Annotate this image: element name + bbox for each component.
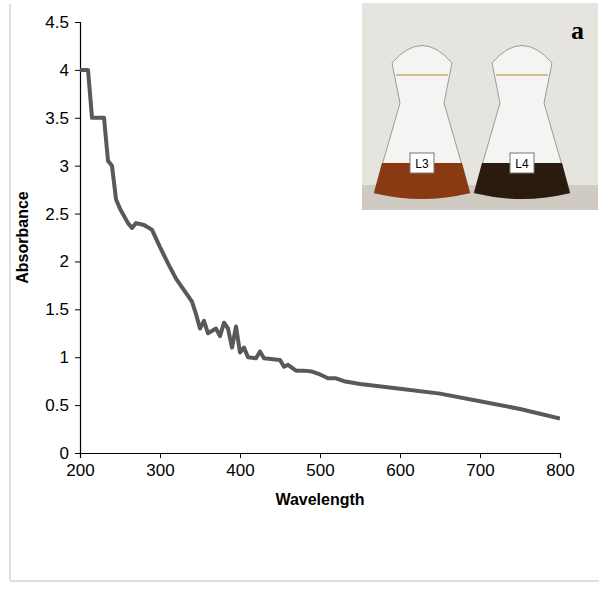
x-tick-mark xyxy=(240,453,241,458)
y-tick-mark xyxy=(75,357,80,358)
y-tick-label: 4 xyxy=(60,61,69,80)
flask: L4 xyxy=(474,46,570,200)
y-tick: 4.5 xyxy=(45,13,80,32)
flask-tag xyxy=(410,153,434,173)
x-tick-mark xyxy=(560,453,561,458)
y-tick: 1 xyxy=(60,348,80,367)
x-tick: 600 xyxy=(386,453,414,480)
y-axis-line xyxy=(75,23,81,454)
y-tick: 3 xyxy=(60,157,80,176)
y-tick-label: 3.5 xyxy=(45,109,69,128)
x-tick: 300 xyxy=(146,453,174,480)
y-tick: 1.5 xyxy=(45,300,80,319)
panel-label: a xyxy=(571,16,584,45)
x-tick: 800 xyxy=(546,453,574,480)
flask-body xyxy=(374,46,470,199)
y-tick-label: 4.5 xyxy=(45,13,69,32)
y-tick-mark xyxy=(75,453,80,454)
y-tick-label: 1.5 xyxy=(45,300,69,319)
inset-background xyxy=(362,3,598,210)
y-tick: 4 xyxy=(60,61,80,80)
x-tick-label: 300 xyxy=(146,461,174,480)
y-tick-label: 3 xyxy=(60,157,69,176)
y-tick-mark xyxy=(75,309,80,310)
flask-label: L3 xyxy=(415,157,429,171)
x-tick: 700 xyxy=(466,453,494,480)
y-tick-label: 0 xyxy=(60,444,69,463)
y-tick-mark xyxy=(75,166,80,167)
x-tick-mark xyxy=(320,453,321,458)
x-axis: 200 300 400 500 600 700 800 xyxy=(66,453,574,480)
x-tick-label: 700 xyxy=(466,461,494,480)
y-tick-mark xyxy=(75,22,80,23)
x-tick-mark xyxy=(400,453,401,458)
y-tick: 0.5 xyxy=(45,396,80,415)
x-axis-line xyxy=(81,454,561,459)
flask: L3 xyxy=(374,46,470,200)
x-tick-label: 600 xyxy=(386,461,414,480)
y-tick: 3.5 xyxy=(45,109,80,128)
chart: 200 300 400 500 600 700 800 0 0.5 1 1.5 2 2.5 3 3.5 4 4.… xyxy=(0,0,603,589)
y-tick: 2 xyxy=(60,252,80,271)
x-axis-title: Wavelength xyxy=(275,491,364,508)
rubber-band xyxy=(396,74,448,76)
flask-body xyxy=(474,46,570,199)
rubber-band xyxy=(496,74,548,76)
inset-photo: L3 L4 xyxy=(362,3,598,210)
y-axis: 0 0.5 1 1.5 2 2.5 3 3.5 4 4.5 xyxy=(45,13,80,463)
x-tick: 500 xyxy=(306,453,334,480)
y-tick-label: 2 xyxy=(60,252,69,271)
x-tick-label: 400 xyxy=(226,461,254,480)
x-tick: 400 xyxy=(226,453,254,480)
x-tick: 200 xyxy=(66,453,94,480)
x-tick-mark xyxy=(160,453,161,458)
y-tick: 2.5 xyxy=(45,204,80,223)
x-tick-label: 500 xyxy=(306,461,334,480)
flask-tag xyxy=(510,153,534,173)
figure-frame xyxy=(10,4,599,581)
y-tick-mark xyxy=(75,261,80,262)
y-tick: 0 xyxy=(60,444,80,463)
y-tick-label: 2.5 xyxy=(45,204,69,223)
x-tick-label: 200 xyxy=(66,461,94,480)
y-tick-mark xyxy=(75,118,80,119)
y-tick-label: 0.5 xyxy=(45,396,69,415)
x-tick-mark xyxy=(480,453,481,458)
y-tick-mark xyxy=(75,70,80,71)
y-tick-mark xyxy=(75,214,80,215)
x-tick-label: 800 xyxy=(546,461,574,480)
y-tick-label: 1 xyxy=(60,348,69,367)
y-axis-title: Absorbance xyxy=(14,191,31,284)
y-tick-mark xyxy=(75,405,80,406)
flask-label: L4 xyxy=(515,157,529,171)
